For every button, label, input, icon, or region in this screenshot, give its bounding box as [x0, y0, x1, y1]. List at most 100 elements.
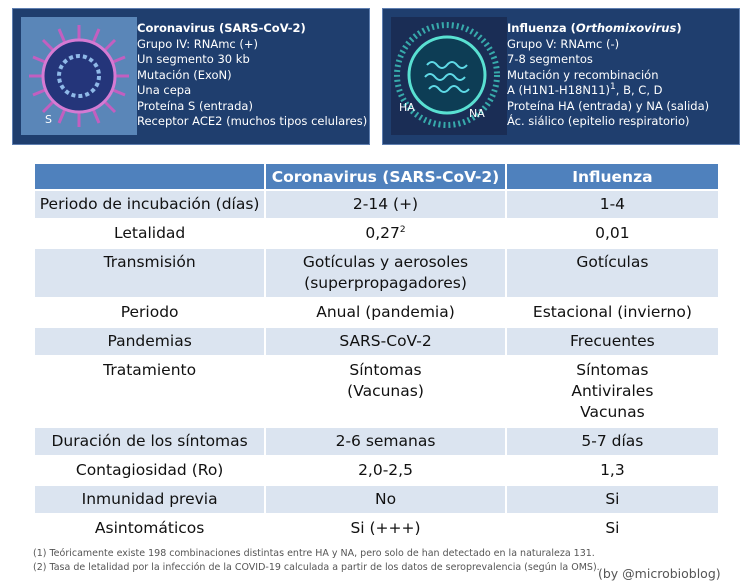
table-row: Pandemias SARS-CoV-2 Frecuentes — [32, 326, 721, 357]
cell-line: 5-7 días — [581, 432, 644, 450]
table-cell: Si (+++) — [264, 513, 507, 544]
table-cell: 1,3 — [504, 455, 721, 486]
table-cell: Asintomáticos — [32, 513, 267, 544]
table-cell: Periodo — [32, 297, 267, 328]
cell-line: 1-4 — [599, 195, 626, 213]
table-cell: Duración de los síntomas — [32, 426, 267, 457]
table-cell: Tratamiento — [32, 355, 267, 428]
image-label: S — [45, 113, 52, 126]
table-row: Transmisión Gotículas y aerosoles (superpr… — [32, 247, 721, 299]
table-row: Duración de los síntomas 2-6 semanas 5-7 d… — [32, 426, 721, 457]
cell-line: Asintomáticos — [94, 519, 205, 537]
table-cell: Gotículas y aerosoles (superpropagadores) — [264, 247, 507, 299]
panel-line: Grupo V: RNAmc (-) — [507, 36, 620, 51]
table-cell: SARS-CoV-2 — [264, 326, 507, 357]
cell-line: Contagiosidad (Ro) — [75, 461, 224, 479]
panel-line: Una cepa — [137, 83, 192, 97]
cell-line: (Vacunas) — [347, 382, 424, 400]
cell-line: Anual (pandemia) — [316, 303, 455, 321]
header-cell: Coronavirus (SARS-CoV-2) — [264, 162, 507, 191]
table-cell: Síntomas (Vacunas) — [264, 355, 507, 428]
cell-line: 0,01 — [595, 224, 630, 242]
table-cell: Contagiosidad (Ro) — [32, 455, 267, 486]
panel-line: A (H1N1-H18N11)1, B, C, D — [507, 83, 709, 99]
cell-line: Vacunas — [580, 403, 645, 421]
table-row: Inmunidad previa No Si — [32, 484, 721, 515]
header-cell — [32, 162, 267, 191]
coronavirus-image — [21, 17, 137, 135]
cell-line: 2,0-2,5 — [358, 461, 413, 479]
influenza-image — [391, 17, 507, 135]
superscript: 1 — [610, 82, 616, 93]
table-cell: Transmisión — [32, 247, 267, 299]
title-part: Influenza ( — [507, 21, 576, 35]
table-cell: Síntomas Antivirales Vacunas — [504, 355, 721, 428]
table-cell: Si — [504, 484, 721, 515]
cell-line: (superpropagadores) — [304, 274, 467, 292]
panel-title: Influenza (Orthomixovirus) — [507, 21, 709, 37]
table-cell: Periodo de incubación (días) — [32, 189, 267, 220]
cell-line: Periodo de incubación (días) — [39, 195, 260, 213]
table-cell: 2-6 semanas — [264, 426, 507, 457]
cell-line: Si (+++) — [350, 519, 421, 537]
cell-line: Si — [605, 490, 620, 508]
cell-line: Tratamiento — [103, 361, 197, 379]
cell-line: 2-14 (+) — [352, 195, 419, 213]
table-row: Periodo Anual (pandemia) Estacional (invie… — [32, 297, 721, 328]
cell-line: SARS-CoV-2 — [339, 332, 432, 350]
text: 0,27 — [365, 224, 400, 242]
image-label: HA — [399, 101, 415, 114]
panel-line: Proteína HA (entrada) y NA (salida) — [507, 98, 710, 113]
table-cell: Inmunidad previa — [32, 484, 267, 515]
table-row: Contagiosidad (Ro) 2,0-2,5 1,3 — [32, 455, 721, 486]
cell-line: 0,272 — [270, 223, 501, 244]
table-cell: Estacional (invierno) — [504, 297, 721, 328]
panel-line: Grupo IV: RNAmc (+) — [137, 36, 259, 51]
title-part: ) — [676, 21, 682, 35]
cell-line: Si — [605, 519, 620, 537]
cell-line: Pandemias — [107, 332, 192, 350]
cell-line: 1,3 — [600, 461, 625, 479]
panel-line: Mutación y recombinación — [507, 67, 659, 82]
panel-title: Coronavirus (SARS-CoV-2) — [137, 21, 306, 35]
table-cell: Frecuentes — [504, 326, 721, 357]
influenza-panel: HA NA Influenza (Orthomixovirus) Grupo V… — [382, 8, 740, 145]
header-cell: Influenza — [504, 162, 721, 191]
table-cell: Letalidad — [32, 218, 267, 249]
cell-line: Periodo — [120, 303, 179, 321]
table-row: Letalidad 0,272 0,01 — [32, 218, 721, 249]
cell-line: Inmunidad previa — [81, 490, 218, 508]
header-row: Coronavirus (SARS-CoV-2) Influenza — [32, 162, 721, 191]
table-cell: 2,0-2,5 — [264, 455, 507, 486]
cell-line: Frecuentes — [570, 332, 655, 350]
panel-text: Influenza (Orthomixovirus) Grupo V: RNAm… — [507, 21, 709, 130]
footnote: (1) Teóricamente existe 198 combinacione… — [33, 548, 595, 559]
cell-line: Estacional (invierno) — [532, 303, 692, 321]
table-cell: 5-7 días — [504, 426, 721, 457]
table-row: Periodo de incubación (días) 2-14 (+) 1-4 — [32, 189, 721, 220]
cell-line: 2-6 semanas — [335, 432, 436, 450]
table-cell: No — [264, 484, 507, 515]
panel-line: Un segmento 30 kb — [137, 52, 250, 66]
panel-line: Proteína S (entrada) — [137, 98, 253, 113]
table-cell: 0,272 — [264, 218, 507, 249]
footnote: (2) Tasa de letalidad por la infección d… — [33, 562, 600, 573]
coronavirus-panel: S Coronavirus (SARS-CoV-2) Grupo IV: RNA… — [12, 8, 370, 145]
cell-line: Duración de los síntomas — [51, 432, 248, 450]
table-cell: Pandemias — [32, 326, 267, 357]
panel-line: Mutación (ExoN) — [137, 67, 232, 82]
cell-line: Síntomas — [576, 361, 649, 379]
text: A (H1N1-H18N11) — [507, 83, 611, 97]
cell-line: Letalidad — [113, 224, 186, 242]
table-cell: Gotículas — [504, 247, 721, 299]
cell-line: Síntomas — [349, 361, 422, 379]
comparison-table: Coronavirus (SARS-CoV-2) Influenza Period… — [32, 162, 721, 544]
panel-line: Ác. siálico (epitelio respiratorio) — [507, 114, 690, 128]
cell-line: Transmisión — [103, 253, 196, 271]
cell-line: No — [374, 490, 397, 508]
panel-line: 7-8 segmentos — [507, 52, 593, 66]
table-cell: 0,01 — [504, 218, 721, 249]
superscript: 2 — [399, 224, 406, 235]
cell-line: Antivirales — [571, 382, 654, 400]
